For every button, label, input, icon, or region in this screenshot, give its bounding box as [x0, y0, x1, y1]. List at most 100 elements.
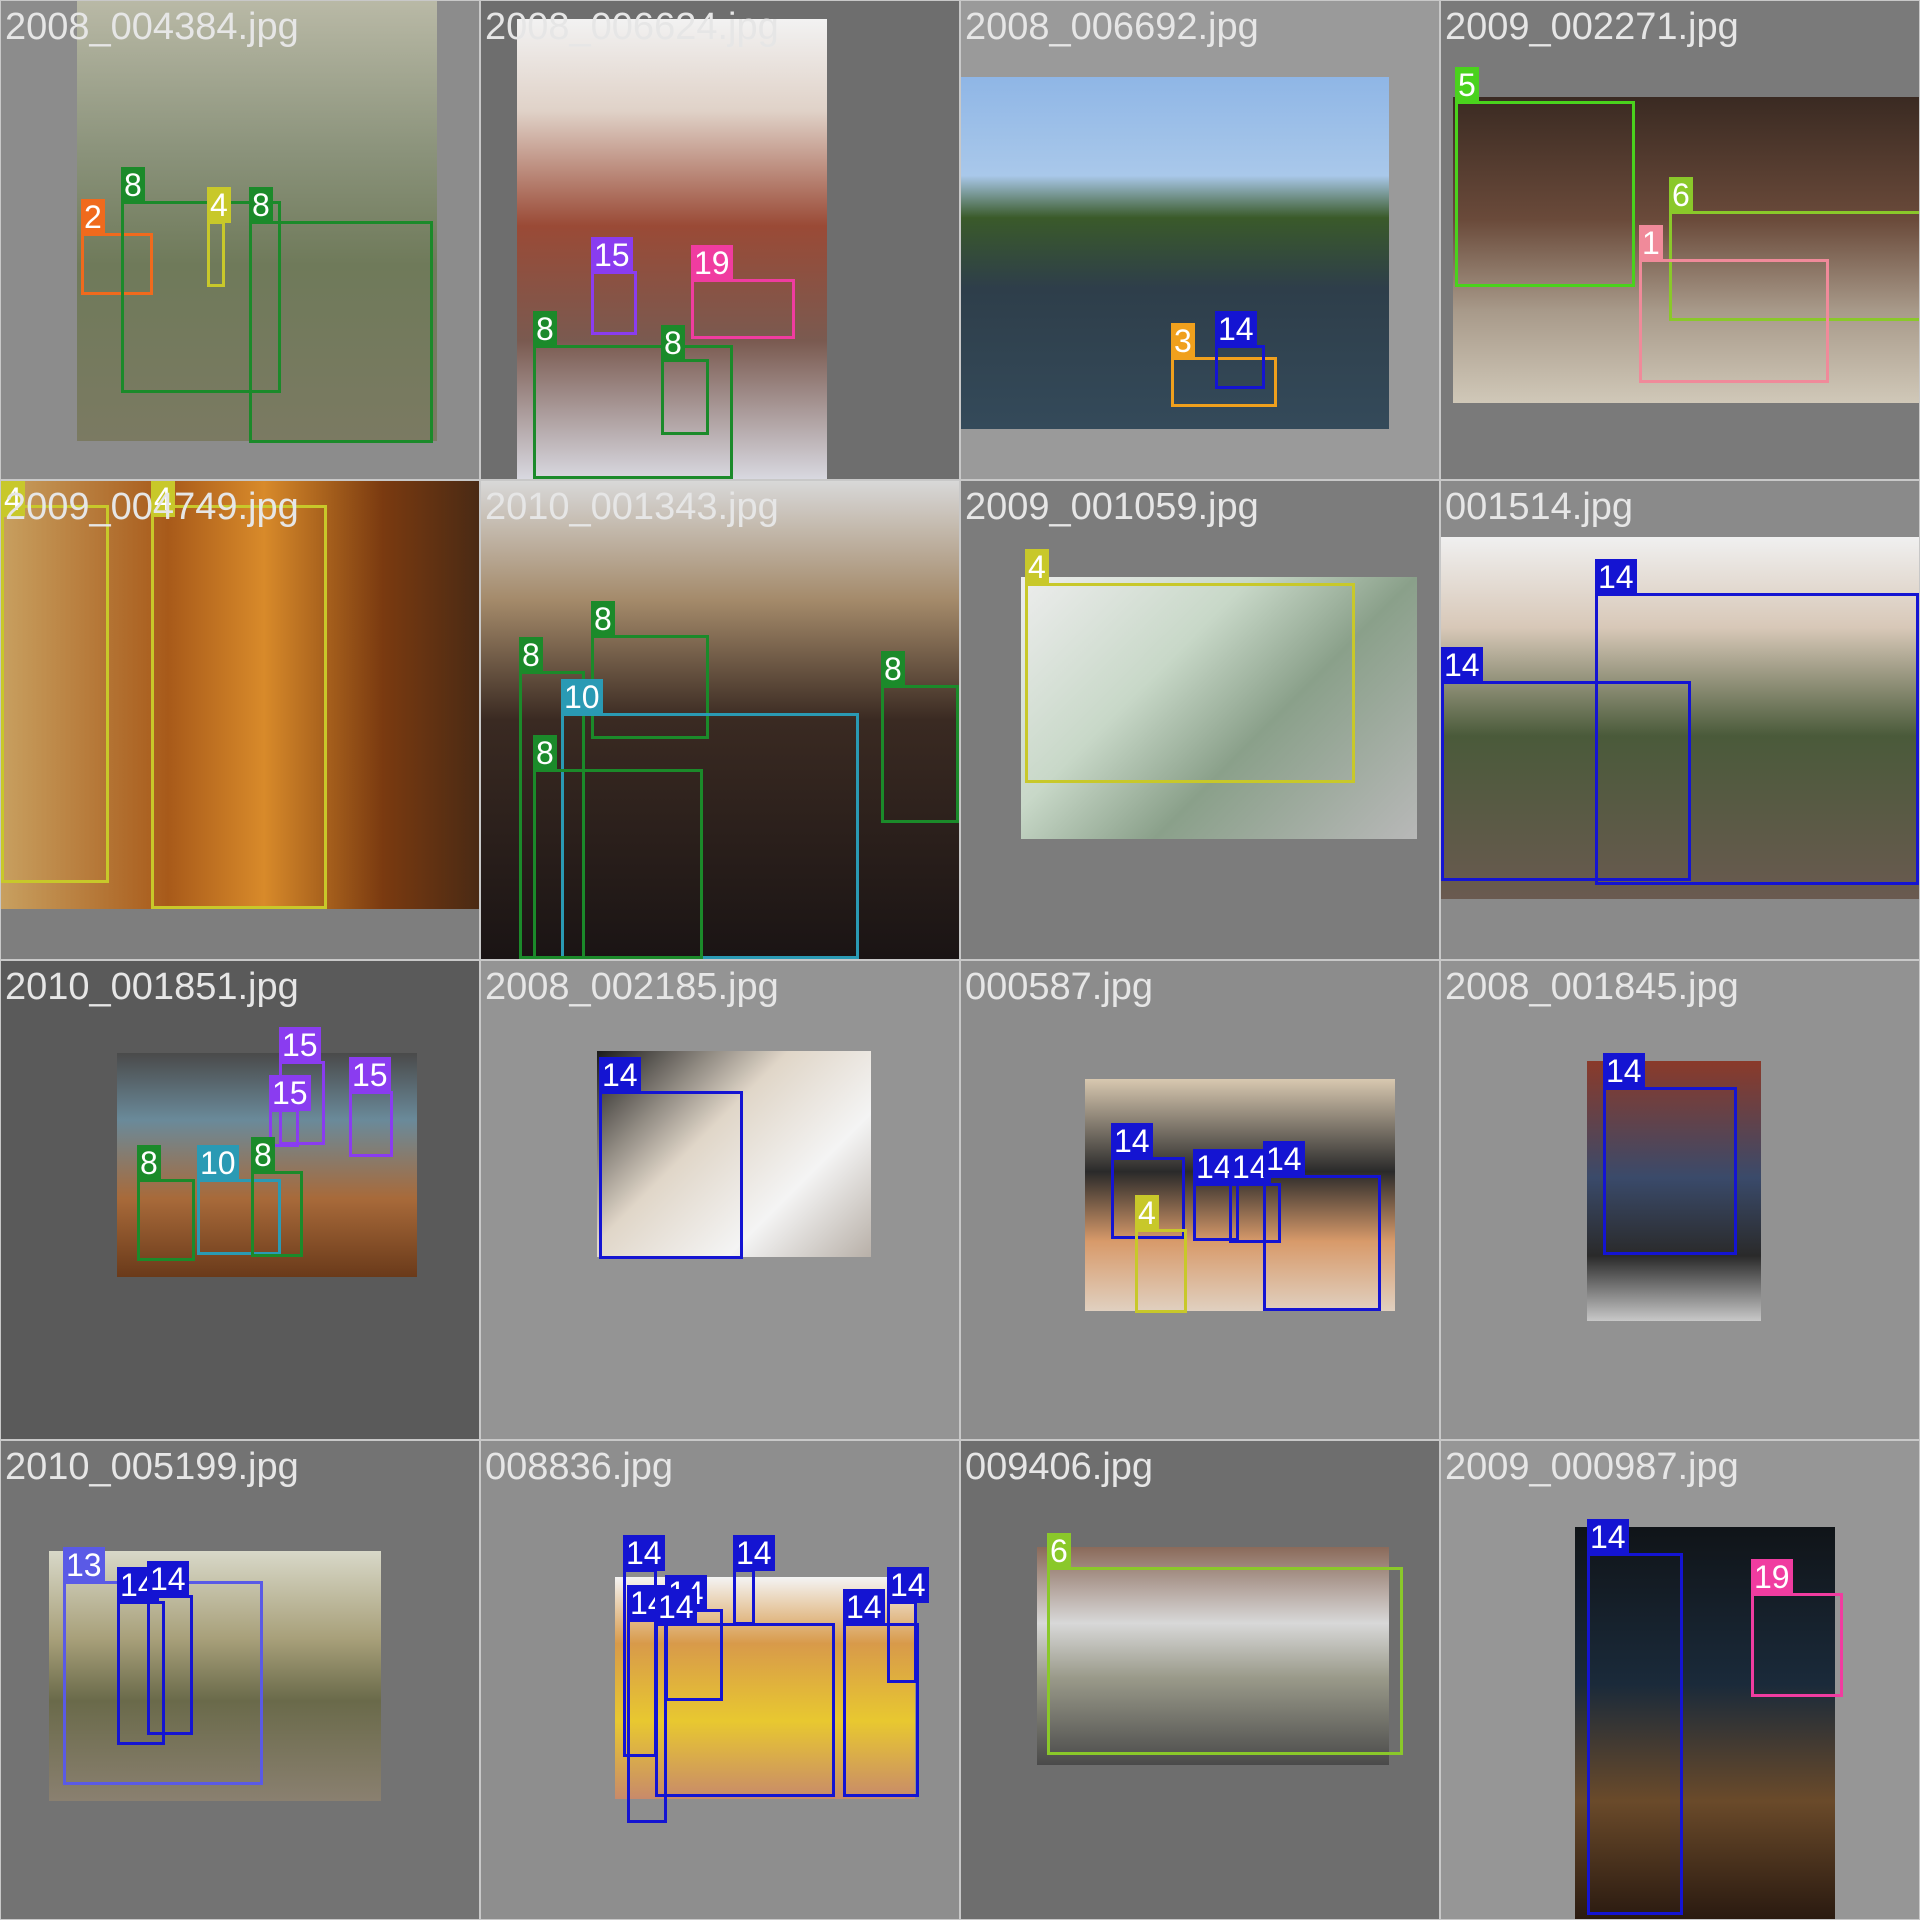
class-label: 15: [279, 1027, 321, 1063]
bounding-box: [1135, 1229, 1187, 1313]
image-tile: 009406.jpg 6: [961, 1441, 1439, 1919]
class-label: 4: [207, 187, 231, 223]
image-filename: 2008_001845.jpg: [1445, 965, 1739, 1009]
image-tile: 2009_001059.jpg 4: [961, 481, 1439, 959]
image-tile: 2008_004384.jpg 2 8 4 8: [1, 1, 479, 479]
class-label: 14: [733, 1535, 775, 1571]
image-tile: 2008_002185.jpg 14: [481, 961, 959, 1439]
image-filename: 2010_005199.jpg: [5, 1445, 299, 1489]
image-tile: 2008_006692.jpg 3 14: [961, 1, 1439, 479]
image-tile: 2009_002271.jpg 5 6 1: [1441, 1, 1919, 479]
image-tile: 2010_001851.jpg 15 15 15 8 10 8: [1, 961, 479, 1439]
class-label: 1: [1639, 225, 1663, 261]
image-tile: 2008_006624.jpg 15 19 8 8: [481, 1, 959, 479]
class-label: 8: [137, 1145, 161, 1181]
class-label: 14: [147, 1561, 189, 1597]
bounding-box: [733, 1569, 755, 1625]
image-tile: 2009_000987.jpg 14 19: [1441, 1441, 1919, 1919]
class-label: 5: [1455, 67, 1479, 103]
class-label: 14: [655, 1589, 697, 1625]
bounding-box: [1025, 583, 1355, 783]
bounding-box: [1, 505, 109, 883]
bounding-box: [887, 1601, 917, 1683]
class-label: 14: [623, 1535, 665, 1571]
class-label: 14: [887, 1567, 929, 1603]
image-filename: 2009_004749.jpg: [5, 485, 299, 529]
bounding-box: [1587, 1553, 1683, 1915]
class-label: 2: [81, 199, 105, 235]
bounding-box: [691, 279, 795, 339]
image-filename: 2008_006624.jpg: [485, 5, 779, 49]
class-label: 6: [1669, 177, 1693, 213]
class-label: 19: [691, 245, 733, 281]
bounding-box: [533, 769, 703, 959]
image-filename: 2010_001343.jpg: [485, 485, 779, 529]
bounding-box: [1455, 101, 1635, 287]
bounding-box: [655, 1623, 835, 1797]
image-filename: 2008_004384.jpg: [5, 5, 299, 49]
bounding-box: [1441, 681, 1691, 881]
class-label: 8: [121, 167, 145, 203]
bounding-box: [1751, 1593, 1843, 1697]
bounding-box: [147, 1595, 193, 1735]
class-label: 14: [1441, 647, 1483, 683]
bounding-box: [349, 1091, 393, 1157]
class-label: 14: [1263, 1141, 1305, 1177]
bounding-box: [137, 1179, 195, 1261]
image-tile: 2010_001343.jpg 8 8 10 8 8: [481, 481, 959, 959]
image-tile: 2009_004749.jpg 4 4: [1, 481, 479, 959]
image-filename: 2008_002185.jpg: [485, 965, 779, 1009]
bounding-box: [249, 221, 433, 443]
class-label: 8: [533, 735, 557, 771]
class-label: 14: [1215, 311, 1257, 347]
bounding-box: [599, 1091, 743, 1259]
class-label: 4: [1025, 549, 1049, 585]
class-label: 8: [591, 601, 615, 637]
class-label: 14: [599, 1057, 641, 1093]
class-label: 19: [1751, 1559, 1793, 1595]
image-filename: 000587.jpg: [965, 965, 1153, 1009]
image-filename: 2010_001851.jpg: [5, 965, 299, 1009]
image-filename: 2008_006692.jpg: [965, 5, 1259, 49]
image-filename: 001514.jpg: [1445, 485, 1633, 529]
class-label: 3: [1171, 323, 1195, 359]
bounding-box: [1263, 1175, 1381, 1311]
bounding-box: [591, 271, 637, 335]
class-label: 14: [1111, 1123, 1153, 1159]
bounding-box: [207, 221, 225, 287]
bounding-box: [1047, 1567, 1403, 1755]
bounding-box: [251, 1171, 303, 1257]
class-label: 10: [561, 679, 603, 715]
class-label: 8: [533, 311, 557, 347]
image-filename: 008836.jpg: [485, 1445, 673, 1489]
bounding-box: [881, 685, 959, 823]
image-filename: 2009_002271.jpg: [1445, 5, 1739, 49]
class-label: 8: [661, 325, 685, 361]
image-filename: 009406.jpg: [965, 1445, 1153, 1489]
class-label: 15: [591, 237, 633, 273]
bounding-box: [1603, 1087, 1737, 1255]
class-label: 15: [269, 1075, 311, 1111]
class-label: 14: [1603, 1053, 1645, 1089]
class-label: 10: [197, 1145, 239, 1181]
class-label: 14: [1595, 559, 1637, 595]
class-label: 8: [519, 637, 543, 673]
bounding-box: [151, 505, 327, 909]
class-label: 8: [881, 651, 905, 687]
image-filename: 2009_001059.jpg: [965, 485, 1259, 529]
class-label: 4: [1135, 1195, 1159, 1231]
class-label: 13: [63, 1547, 105, 1583]
class-label: 8: [251, 1137, 275, 1173]
class-label: 14: [843, 1589, 885, 1625]
bounding-box: [1215, 345, 1265, 389]
class-label: 15: [349, 1057, 391, 1093]
class-label: 6: [1047, 1533, 1071, 1569]
image-tile: 001514.jpg 14 14: [1441, 481, 1919, 959]
bounding-box: [1639, 259, 1829, 383]
image-tile: 000587.jpg 14 14 14 14 4: [961, 961, 1439, 1439]
image-tile: 2008_001845.jpg 14: [1441, 961, 1919, 1439]
image-tile: 2010_005199.jpg 13 14 14: [1, 1441, 479, 1919]
image-tile: 008836.jpg14141414141414: [481, 1441, 959, 1919]
class-label: 14: [1587, 1519, 1629, 1555]
